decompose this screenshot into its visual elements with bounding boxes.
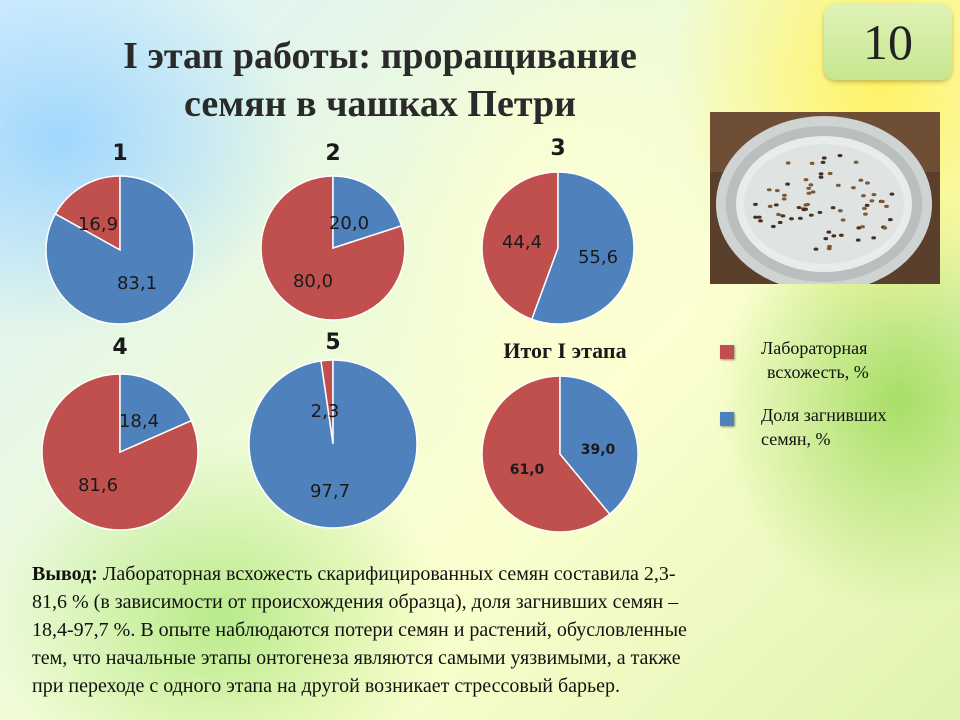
pie-data-label: 20,0 <box>329 213 369 234</box>
pie-chart-4: 4 81,6 18,4 <box>41 335 199 531</box>
pie-chart-title: 5 <box>325 330 340 355</box>
pie-data-label: 55,6 <box>578 247 618 268</box>
pie-slice-rotten <box>530 171 635 325</box>
pie-data-label: 18,4 <box>119 411 159 432</box>
pie-slice-rotten <box>559 375 639 516</box>
pie-data-label: 61,0 <box>510 462 545 478</box>
legend-label-germination: Лабораторная всхожесть, % <box>761 338 869 382</box>
title-line-2: семян в чашках Петри <box>184 83 576 125</box>
pie-chart-6: Итог I этапа 61,0 39,0 <box>481 338 639 533</box>
pie-chart-2: 2 80,0 20,0 <box>260 141 406 321</box>
pie-data-label: 80,0 <box>293 271 333 292</box>
pie-chart-title: 2 <box>325 141 340 166</box>
pie-chart-1: 1 16,9 83,1 <box>45 141 195 325</box>
pie-data-label: 83,1 <box>117 273 157 294</box>
pie-slice-germination <box>54 175 121 252</box>
legend-swatch-rotten <box>720 412 734 426</box>
slide-number-badge: 10 <box>824 4 952 80</box>
pie-slice-rotten <box>248 359 418 529</box>
pie-slice-rotten <box>45 175 195 325</box>
pie-slice-germination <box>481 171 559 321</box>
pie-data-label: 39,0 <box>581 442 616 458</box>
pie-chart-title: 3 <box>550 136 565 161</box>
pie-chart-title: 4 <box>112 335 127 360</box>
pie-data-label: 97,7 <box>310 481 350 502</box>
pie-chart-3: 3 44,4 55,6 <box>481 136 635 325</box>
pie-chart-5: 5 2,3 97,7 <box>248 330 418 529</box>
conclusion-line-1: Лабораторная всхожесть скарифицированных… <box>102 563 676 585</box>
pie-slice-rotten <box>332 175 403 250</box>
pie-data-label: 81,6 <box>78 475 118 496</box>
conclusion-text: Вывод: Лабораторная всхожесть скарифицир… <box>32 560 912 700</box>
pie-slice-germination <box>481 375 611 533</box>
conclusion-line-3: 18,4-97,7 %. В опыте наблюдаются потери … <box>32 619 687 641</box>
pie-data-label: 44,4 <box>502 232 542 253</box>
pie-data-label: 2,3 <box>311 401 340 422</box>
pie-slice-rotten <box>119 373 193 454</box>
legend-swatch-germination <box>720 345 734 359</box>
pie-chart-title: Итог I этапа <box>503 338 626 363</box>
pie-chart-title: 1 <box>112 141 127 166</box>
slide-title: I этап работы: проращивание семян в чашк… <box>30 32 730 128</box>
legend-label-rotten: Доля загнивших семян, % <box>761 405 887 449</box>
title-line-1: I этап работы: проращивание <box>123 35 637 77</box>
conclusion-line-2: 81,6 % (в зависимости от происхождения о… <box>32 591 679 613</box>
conclusion-line-5: при переходе с одного этапа на другой во… <box>32 675 621 697</box>
petri-dish-photo <box>710 112 940 284</box>
pie-data-label: 16,9 <box>78 214 118 235</box>
conclusion-line-4: тем, что начальные этапы онтогенеза явля… <box>32 647 681 669</box>
conclusion-label: Вывод: <box>32 563 98 585</box>
